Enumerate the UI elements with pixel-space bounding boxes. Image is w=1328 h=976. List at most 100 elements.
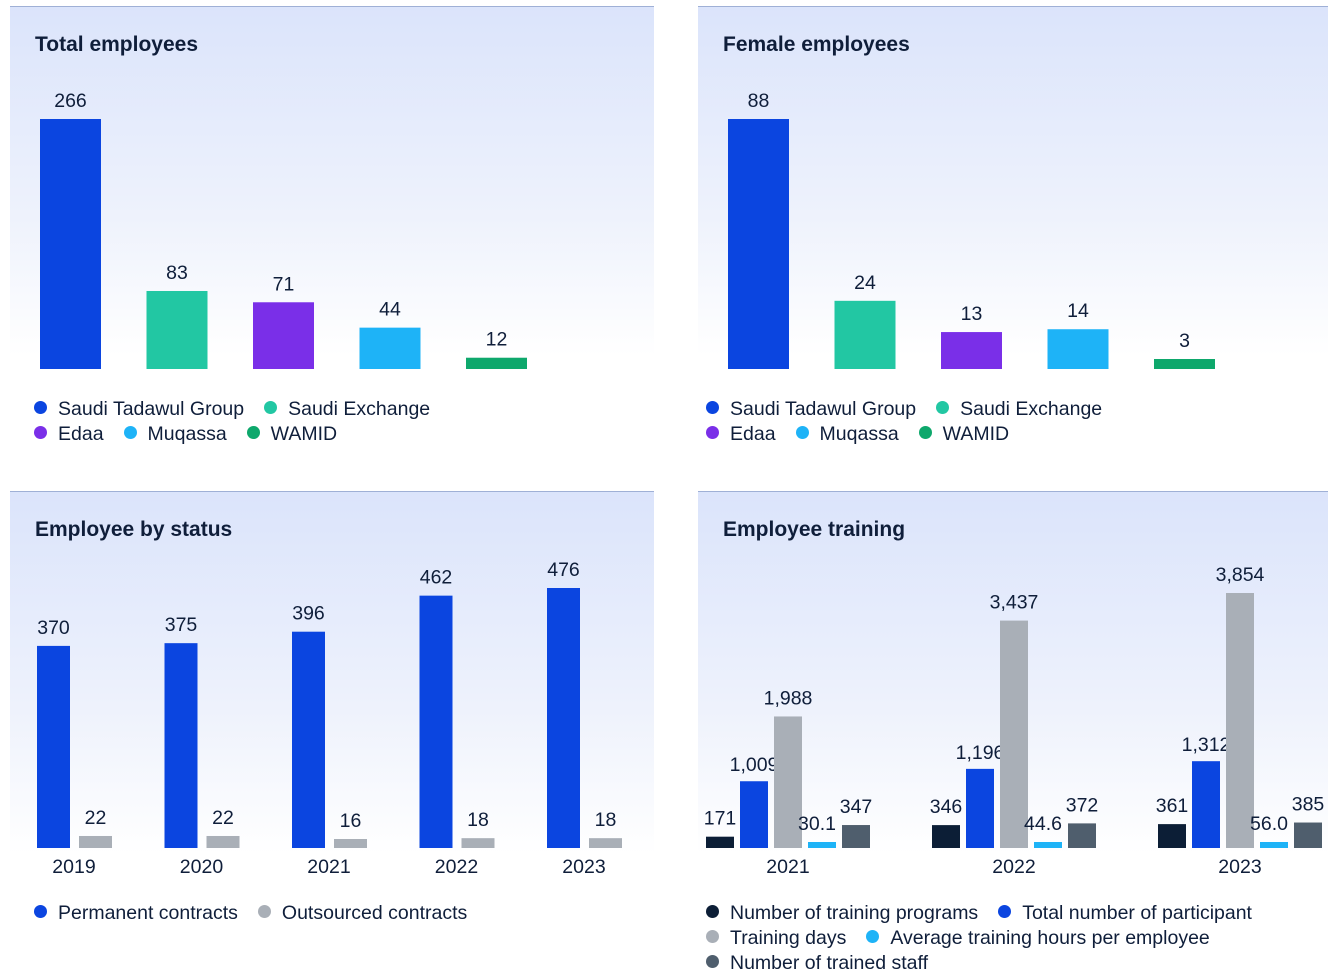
legend-marker-icon [34, 426, 47, 440]
value-label: 13 [961, 303, 983, 325]
bar-3 [774, 716, 802, 848]
bar [1047, 329, 1109, 369]
legend-item: Edaa [34, 422, 104, 447]
bar-outsourced [334, 839, 367, 848]
legend-row: Number of training programs Total number … [706, 901, 1272, 926]
value-label: 171 [704, 808, 737, 830]
value-label: 30.1 [798, 813, 836, 835]
x-tick-label: 2023 [562, 856, 605, 878]
legend-row: Training days Average training hours per … [706, 926, 1272, 951]
value-label: 22 [85, 807, 107, 829]
legend-marker-icon [34, 905, 47, 919]
bar-outsourced [79, 835, 112, 848]
bar-permanent [419, 595, 453, 848]
legend-label: Saudi Exchange [288, 398, 431, 420]
legend-row: Edaa Muqassa WAMID [706, 422, 1122, 447]
value-label: 347 [840, 796, 873, 818]
value-label: 462 [420, 567, 453, 589]
value-label: 385 [1292, 794, 1325, 816]
bar [1154, 359, 1215, 369]
bar [728, 119, 789, 369]
legend-marker-icon [706, 930, 719, 944]
legend-label: WAMID [942, 423, 1010, 445]
value-label: 375 [165, 614, 198, 636]
bar-outsourced [589, 838, 622, 848]
employee-status-panel: Employee by status 370 22 2019 375 22 2020 396… [10, 491, 654, 975]
value-label: 1,988 [764, 687, 813, 709]
legend-marker-icon [706, 401, 719, 415]
legend-marker-icon [264, 401, 278, 415]
legend-item: Total number of participant [998, 901, 1252, 926]
legend-item: Saudi Tadawul Group [34, 397, 244, 422]
total-employees-panel: Total employees 266 83 71 44 12 Saudi Tadawu… [10, 6, 654, 472]
bar [40, 119, 101, 369]
value-label: 18 [467, 809, 489, 831]
legend-row: Number of trained staff [706, 951, 1272, 976]
value-label: 266 [54, 90, 87, 112]
chart-legend: Saudi Tadawul Group Saudi Exchange Edaa Muq… [706, 397, 1122, 447]
value-label: 83 [166, 262, 188, 284]
legend-marker-icon [998, 905, 1012, 919]
bar-2 [966, 768, 994, 848]
value-label: 3 [1179, 330, 1190, 352]
value-label: 3,854 [1216, 564, 1265, 586]
legend-item: Training days [706, 926, 846, 951]
bar-3 [1000, 620, 1028, 848]
value-label: 346 [930, 796, 963, 818]
legend-item: Average training hours per employee [866, 926, 1210, 951]
value-label: 3,437 [990, 592, 1039, 614]
bar-outsourced [461, 838, 495, 848]
legend-label: WAMID [270, 423, 338, 445]
legend-marker-icon [706, 955, 719, 969]
bar [834, 300, 896, 369]
legend-label: Muqassa [819, 423, 899, 445]
bar [146, 290, 208, 369]
employee-training-panel: Employee training 171 1,009 1,988 30.1 347 20… [698, 491, 1328, 975]
bar-2 [740, 781, 768, 848]
bar-4 [1034, 842, 1062, 848]
bar-1 [706, 836, 734, 848]
bar-5 [1068, 823, 1096, 848]
bar-1 [932, 825, 960, 848]
legend-marker-icon [257, 905, 271, 919]
bar-permanent [292, 631, 325, 848]
value-label: 476 [547, 559, 580, 581]
legend-item: Number of training programs [706, 901, 978, 926]
bar-permanent [547, 588, 580, 848]
legend-label: Number of trained staff [730, 952, 928, 974]
chart-title: Total employees [35, 33, 198, 56]
legend-label: Edaa [730, 423, 776, 445]
value-label: 18 [595, 809, 617, 831]
legend-row: Permanent contracts Outsourced contracts [34, 901, 487, 926]
value-label: 1,312 [1182, 734, 1231, 756]
legend-row: Saudi Tadawul Group Saudi Exchange [706, 397, 1122, 422]
value-label: 12 [486, 329, 508, 351]
x-tick-label: 2021 [307, 856, 350, 878]
employee-status-chart: 370 22 2019 375 22 2020 396 16 2021 462 18 2022 476 1… [37, 559, 622, 878]
legend-marker-icon [918, 426, 932, 440]
bar-permanent [164, 643, 198, 848]
bar-3 [1226, 593, 1254, 848]
legend-label: Saudi Tadawul Group [58, 398, 245, 420]
legend-marker-icon [936, 401, 950, 415]
legend-marker-icon [706, 905, 719, 919]
legend-item: Edaa [706, 422, 776, 447]
legend-item: Permanent contracts [34, 901, 238, 926]
legend-label: Training days [730, 927, 847, 949]
bar [253, 302, 314, 369]
legend-label: Saudi Tadawul Group [730, 398, 917, 420]
legend-item: Outsourced contracts [257, 901, 468, 926]
legend-marker-icon [795, 426, 809, 440]
total-employees-chart: 266 83 71 44 12 [40, 90, 527, 369]
legend-label: Average training hours per employee [890, 927, 1210, 949]
legend-label: Outsourced contracts [281, 902, 468, 924]
x-tick-label: 2023 [1218, 856, 1261, 878]
chart-legend: Permanent contracts Outsourced contracts [34, 901, 487, 926]
value-label: 16 [340, 810, 362, 832]
chart-legend: Saudi Tadawul Group Saudi Exchange Edaa Muq… [34, 397, 450, 447]
value-label: 1,009 [730, 754, 779, 776]
legend-row: Edaa Muqassa WAMID [34, 422, 450, 447]
value-label: 44 [379, 299, 401, 321]
legend-item: Saudi Tadawul Group [706, 397, 916, 422]
